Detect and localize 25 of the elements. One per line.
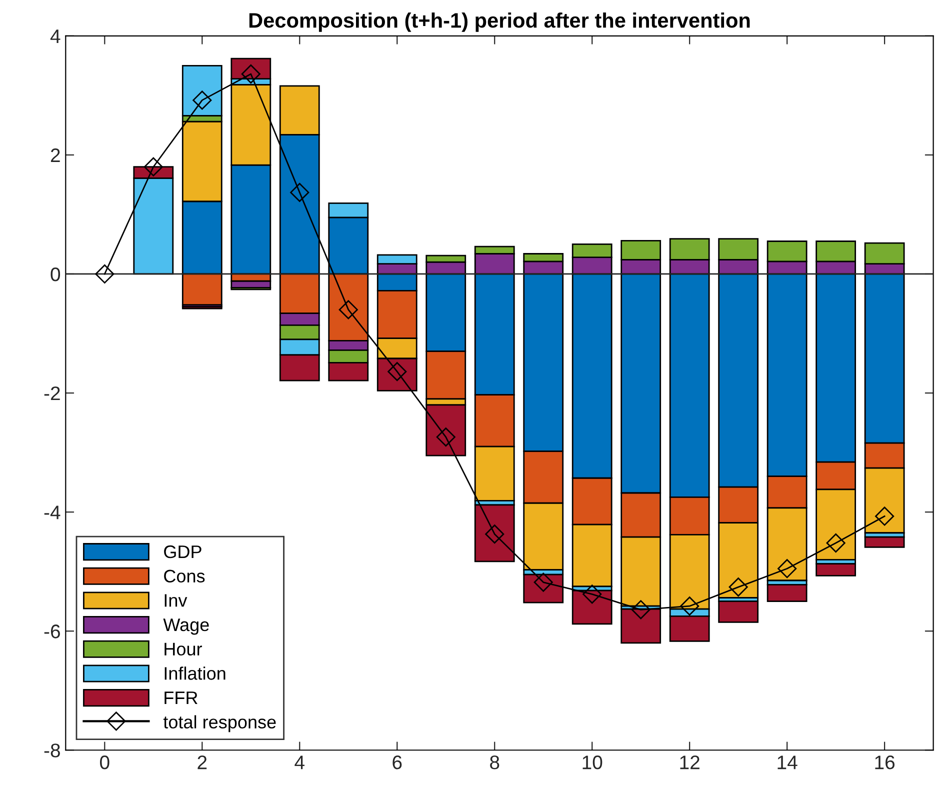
x-tick-label: 6 <box>392 755 402 770</box>
chart-title: Decomposition (t+h-1) period after the intervention <box>249 12 750 32</box>
y-tick-label: 4 <box>50 30 60 43</box>
y-tick-label: -8 <box>44 744 60 758</box>
y-tick-label: -2 <box>44 386 60 400</box>
x-tick-label: 8 <box>490 755 500 770</box>
x-tick-label: 0 <box>100 755 110 770</box>
legend-label: GDP <box>164 545 202 558</box>
x-tick-label: 10 <box>582 755 602 770</box>
legend-label: Inflation <box>164 666 226 680</box>
y-tick-label: -4 <box>44 506 60 520</box>
x-tick-label: 4 <box>294 756 304 770</box>
x-tick-label: 14 <box>778 756 798 770</box>
y-tick-label: -6 <box>44 624 60 638</box>
legend-label: Cons <box>164 570 205 583</box>
legend-label: Inv <box>164 594 188 607</box>
y-tick-label: 2 <box>50 148 60 162</box>
legend-label: Hour <box>164 642 202 656</box>
y-tick-label: 0 <box>50 267 60 282</box>
x-tick-label: 2 <box>198 755 207 770</box>
legend-label: Wage <box>163 618 209 635</box>
legend-label: FFR <box>164 692 198 704</box>
x-tick-label: 12 <box>680 755 700 770</box>
legend-label: total response <box>163 715 276 732</box>
x-tick-label: 16 <box>875 755 895 770</box>
